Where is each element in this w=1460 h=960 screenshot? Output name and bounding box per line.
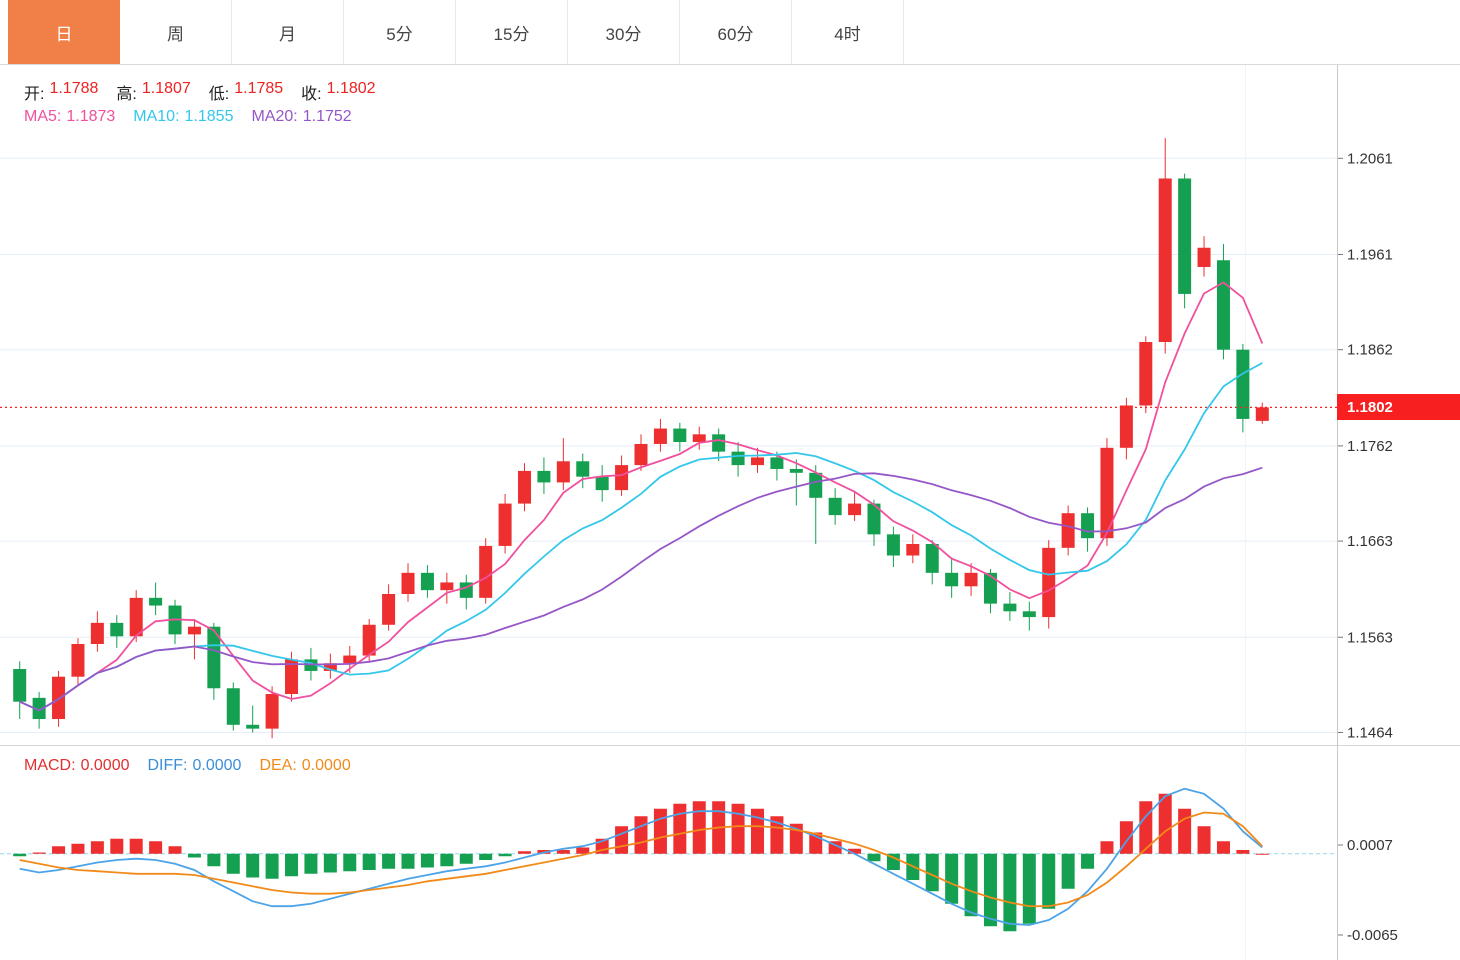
ma20-line (19, 466, 1263, 712)
ma-value: 1.1855 (184, 108, 234, 125)
tab-15min[interactable]: 15分 (456, 0, 568, 64)
ohlc-label: 低: (208, 86, 230, 103)
macd-legend-value: 0.0000 (192, 757, 242, 774)
ohlc-value: 1.1788 (49, 80, 99, 97)
macd-panel: 0.0007 -0.0065 MACD: 0.0000 DIFF: 0.0000 DEA:… (0, 745, 1460, 960)
ma-label: MA20: (251, 108, 298, 125)
ohlc-item: 收: 1.1802 (301, 80, 375, 104)
current-price-badge: 1.1802 (1337, 394, 1460, 421)
price-axis-label: 1.1464 (1347, 724, 1393, 741)
price-axis-label: 1.1762 (1347, 438, 1393, 455)
ma10-line (19, 362, 1263, 712)
tab-5min[interactable]: 5分 (344, 0, 456, 64)
tab-month[interactable]: 月 (232, 0, 344, 64)
candlestick-chart[interactable]: 1.2061 1.1961 1.1862 1.1762 1.1663 1.1563 1.14… (0, 65, 1460, 745)
macd-axis-label: 0.0007 (1347, 837, 1393, 854)
macd-legend-label: DEA: (259, 757, 297, 774)
macd-legend-item: MACD: 0.0000 (24, 757, 130, 775)
ma-label: MA5: (24, 108, 62, 125)
timeframe-tabbar: 日周月 5分 15分 30分 60分 4时 (0, 0, 1460, 65)
tab-day[interactable]: 日 (8, 0, 120, 64)
candles (13, 138, 1269, 739)
macd-legend-value: 0.0000 (80, 757, 130, 774)
ma-value: 1.1873 (66, 108, 116, 125)
ohlc-value: 1.1785 (234, 80, 284, 97)
price-gridlines (0, 65, 1343, 745)
macd-axis-label: -0.0065 (1347, 927, 1398, 944)
ma-item: MA10: 1.1855 (133, 108, 233, 126)
macd-legend-label: MACD: (24, 757, 76, 774)
price-chart-panel: 1.2061 1.1961 1.1862 1.1762 1.1663 1.1563 1.14… (0, 65, 1460, 745)
price-axis-label: 1.2061 (1347, 150, 1393, 167)
macd-legend-label: DIFF: (147, 757, 188, 774)
tab-60min[interactable]: 60分 (680, 0, 792, 64)
ohlc-item: 高: 1.1807 (116, 80, 190, 104)
tab-week[interactable]: 周 (120, 0, 232, 64)
price-axis-label: 1.1563 (1347, 629, 1393, 646)
macd-legend: MACD: 0.0000 DIFF: 0.0000 DEA: 0.0000 (24, 757, 351, 775)
macd-legend-value: 0.0000 (301, 757, 351, 774)
ohlc-legend: 开: 1.1788 高: 1.1807 低: 1.1785 收: 1.1802 (24, 80, 376, 104)
price-axis-label: 1.1663 (1347, 533, 1393, 550)
price-axis-label: 1.1862 (1347, 342, 1393, 359)
ma-legend: MA5: 1.1873 MA10: 1.1855 MA20: 1.1752 (24, 108, 352, 126)
diff-line (19, 787, 1263, 926)
ma-value: 1.1752 (302, 108, 352, 125)
ohlc-value: 1.1807 (141, 80, 191, 97)
current-price-value: 1.1802 (1347, 398, 1393, 416)
macd-chart[interactable]: 0.0007 -0.0065 (0, 745, 1460, 960)
macd-legend-item: DEA: 0.0000 (259, 757, 350, 775)
ohlc-item: 开: 1.1788 (24, 80, 98, 104)
ma5-line (19, 281, 1264, 712)
price-axis-label: 1.1961 (1347, 246, 1393, 263)
macd-histogram (13, 793, 1269, 932)
tab-30min[interactable]: 30分 (568, 0, 680, 64)
tab-4hour[interactable]: 4时 (792, 0, 904, 64)
ohlc-label: 收: (301, 86, 322, 103)
macd-legend-item: DIFF: 0.0000 (148, 757, 242, 775)
ma-item: MA20: 1.1752 (251, 108, 351, 126)
ma-item: MA5: 1.1873 (24, 108, 115, 126)
ohlc-label: 高: (116, 86, 137, 103)
dea-line (19, 811, 1263, 908)
ohlc-label: 开: (24, 86, 45, 103)
ohlc-value: 1.1802 (326, 80, 376, 97)
ohlc-item: 低: 1.1785 (209, 80, 283, 104)
ma-label: MA10: (133, 108, 180, 125)
